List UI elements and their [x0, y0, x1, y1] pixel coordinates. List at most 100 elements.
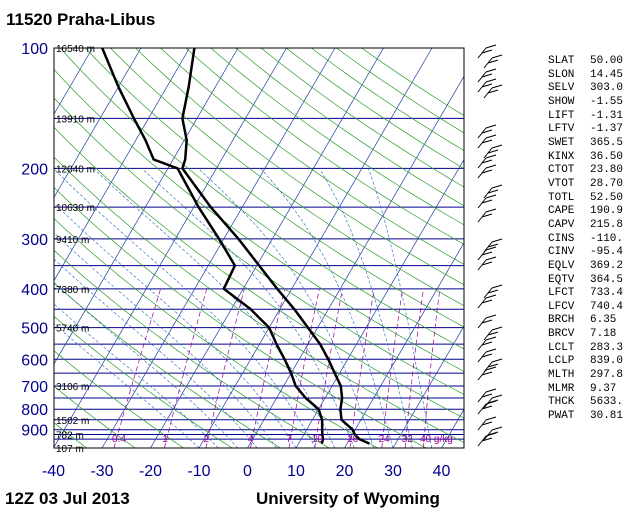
index-name: LFCT: [548, 287, 575, 300]
index-name: MLTH: [548, 369, 575, 382]
index-name: MLMR: [548, 382, 575, 395]
mixing-ratio-label: 32: [402, 434, 414, 445]
mixing-ratio-line: [423, 288, 441, 448]
wind-barb: [477, 194, 497, 209]
index-name: CAPV: [548, 218, 575, 231]
index-name: SLAT: [548, 55, 575, 67]
index-value: -1.55: [590, 95, 624, 108]
wind-barb: [483, 326, 503, 341]
temperature-tick-label: 0: [243, 463, 252, 480]
index-value: 7.18: [590, 328, 617, 341]
height-label: 3106 m: [56, 382, 89, 393]
index-row: CINS -110.: [548, 233, 640, 247]
index-value: 215.8: [590, 218, 624, 231]
index-value: 23.80: [590, 164, 624, 177]
dry-adiabat: [210, 48, 464, 226]
index-row: SELV 303.0: [548, 82, 640, 96]
mixing-ratio-label: 7: [286, 434, 292, 445]
index-value: 36.50: [590, 150, 624, 163]
index-value: -95.4: [590, 246, 624, 259]
index-value: 6.35: [590, 314, 617, 327]
index-value: 52.50: [590, 191, 624, 204]
index-value: 190.9: [590, 205, 624, 218]
wind-barb: [477, 68, 497, 83]
index-name: TOTL: [548, 191, 575, 204]
index-value: 733.4: [590, 287, 624, 300]
mixing-ratio-line: [288, 288, 320, 448]
index-value: 740.4: [590, 300, 624, 313]
mixing-ratio-line: [164, 288, 208, 448]
isotherm-line: [54, 48, 190, 282]
mixing-ratio-line: [113, 288, 161, 448]
index-row: VTOT 28.70: [548, 178, 640, 192]
index-row: SHOW -1.55: [548, 96, 640, 110]
index-name: SELV: [548, 82, 575, 95]
mixing-ratio-line: [250, 288, 286, 448]
index-value: 50.00: [590, 55, 624, 67]
index-name: CINS: [548, 232, 575, 245]
wind-barb: [477, 432, 497, 447]
index-row: EQTV 364.5: [548, 274, 640, 288]
mixing-ratio-label: 1: [162, 434, 168, 445]
wind-barb: [477, 294, 497, 309]
wind-barb: [477, 124, 497, 139]
temperature-tick-label: 20: [336, 463, 354, 480]
mixing-ratio-label: 16: [347, 434, 359, 445]
isotherm-line: [392, 325, 464, 448]
station-title: 11520 Praha-Libus: [6, 10, 156, 29]
index-row: LFTV -1.37: [548, 123, 640, 137]
index-row: CAPV 215.8: [548, 219, 640, 233]
moist-adiabat: [54, 258, 258, 448]
index-value: 364.5: [590, 273, 624, 286]
dry-adiabat: [160, 48, 464, 265]
index-name: CAPE: [548, 205, 575, 218]
height-label: 5740 m: [56, 324, 89, 335]
index-name: PWAT: [548, 410, 575, 423]
isotherm-line: [101, 48, 336, 448]
index-name: EQLV: [548, 259, 575, 272]
wind-barb: [477, 416, 497, 431]
index-name: BRCV: [548, 328, 575, 341]
index-name: SWET: [548, 136, 575, 149]
mixing-ratio-label: 10: [312, 434, 324, 445]
pressure-tick-label: 700: [21, 379, 48, 396]
index-row: BRCH 6.35: [548, 314, 640, 328]
index-value: -1.37: [590, 123, 624, 136]
index-value: 30.81: [590, 410, 624, 423]
index-row: KINX 36.50: [548, 151, 640, 165]
wind-barb: [483, 54, 503, 69]
wind-barbs: [477, 44, 503, 447]
dry-adiabat: [84, 48, 464, 328]
index-name: KINX: [548, 150, 575, 163]
dry-adiabat: [54, 422, 88, 448]
temperature-tick-label: 40: [433, 463, 451, 480]
height-label: 1502 m: [56, 416, 89, 427]
moist-adiabat: [368, 168, 433, 448]
pressure-tick-label: 400: [21, 282, 48, 299]
temperature-tick-label: -10: [187, 463, 210, 480]
pressure-tick-label: 800: [21, 402, 48, 419]
index-row: LCLT 283.3: [548, 342, 640, 356]
index-value: 365.5: [590, 136, 624, 149]
index-row: EQLV 369.2: [548, 260, 640, 274]
height-label: 7380 m: [56, 285, 89, 296]
index-name: SLON: [548, 68, 575, 81]
mixing-ratio-line: [314, 288, 343, 448]
index-row: THCK 5633.: [548, 396, 640, 410]
temperature-tick-label: 10: [287, 463, 305, 480]
index-name: LFTV: [548, 123, 575, 136]
pressure-tick-label: 300: [21, 232, 48, 249]
observation-time: 12Z 03 Jul 2013: [5, 489, 130, 508]
isotherm-line: [54, 48, 142, 199]
wind-barb: [477, 154, 497, 169]
stability-indices: SLAT 50.00 SLON 14.45 SELV 303.0 SHOW -1.55 LIFT…: [548, 55, 640, 424]
temperature-tick-label: -30: [90, 463, 113, 480]
mixing-ratio-line: [349, 288, 375, 448]
index-value: 14.45: [590, 68, 624, 81]
mixing-ratio-line: [381, 288, 404, 448]
height-label: 10630 m: [56, 203, 95, 214]
index-row: TOTL 52.50: [548, 192, 640, 206]
index-row: CTOT 23.80: [548, 164, 640, 178]
dry-adiabat: [59, 48, 464, 350]
